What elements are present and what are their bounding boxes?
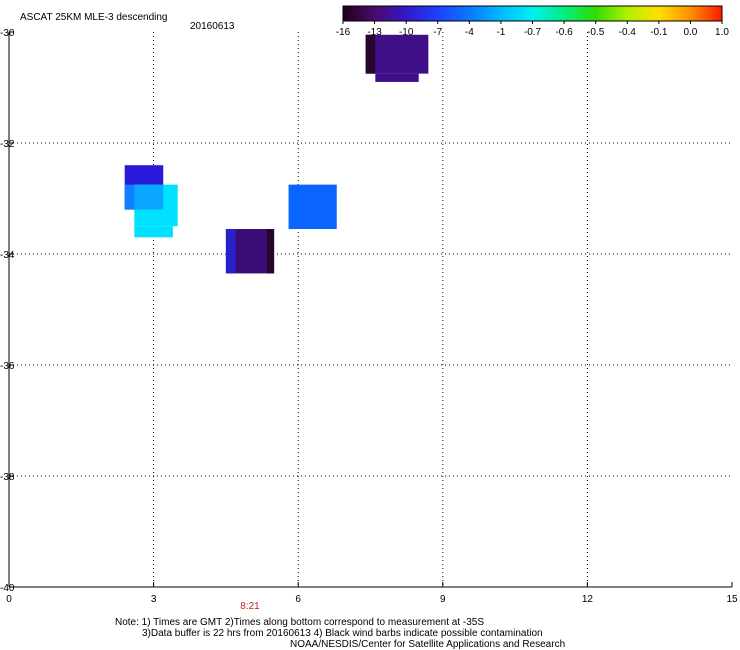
colorbar-label: -0.4	[619, 27, 637, 38]
y-axis-ticks: -30 -32 -34 -36 -38 -40	[0, 28, 15, 594]
data-cell	[365, 34, 376, 74]
colorbar-label: -7	[433, 27, 442, 38]
data-cell	[225, 229, 236, 274]
time-label: 8:21	[240, 601, 260, 612]
x-tick-label: 0	[6, 594, 12, 605]
data-cell	[124, 184, 135, 210]
colorbar-label: -4	[465, 27, 474, 38]
data-cell	[134, 184, 164, 210]
colorbar-label: -0.7	[524, 27, 542, 38]
colorbar: -16 -13 -10 -7 -4 -1 -0.7 -0.6 -0.5 -0.4 -0.1 0.0 1.…	[336, 5, 729, 38]
y-tick-label: -40	[0, 583, 15, 594]
x-tick-label: 15	[726, 594, 738, 605]
plot-frame	[8, 32, 732, 588]
colorbar-label: -0.6	[555, 27, 573, 38]
x-tick-label: 12	[582, 594, 594, 605]
colorbar-label: -1	[496, 27, 505, 38]
colorbar-label: 0.0	[683, 27, 697, 38]
colorbar-label: 1.0	[715, 27, 729, 38]
y-tick-label: -34	[0, 250, 15, 261]
colorbar-label: -10	[399, 27, 414, 38]
y-tick-label: -30	[0, 28, 15, 39]
data-cell	[134, 226, 173, 238]
note-line-2: 3)Data buffer is 22 hrs from 20160613 4)…	[142, 628, 543, 639]
wind-cells	[124, 34, 429, 274]
colorbar-gradient	[342, 5, 723, 22]
chart-date: 20160613	[190, 21, 235, 32]
y-tick-label: -36	[0, 361, 15, 372]
x-tick-label: 3	[151, 594, 157, 605]
colorbar-label: -0.5	[587, 27, 605, 38]
data-cell	[288, 184, 337, 230]
colorbar-label: -0.1	[650, 27, 668, 38]
x-tick-label: 9	[440, 594, 446, 605]
note-line-1: Note: 1) Times are GMT 2)Times along bot…	[115, 617, 484, 628]
data-cell	[266, 229, 275, 274]
colorbar-label: -16	[336, 27, 351, 38]
y-tick-label: -32	[0, 139, 15, 150]
x-tick-label: 6	[295, 594, 301, 605]
note-line-3: NOAA/NESDIS/Center for Satellite Applica…	[290, 639, 565, 650]
chart-title: ASCAT 25KM MLE-3 descending	[20, 12, 167, 23]
x-axis-ticks: 0 3 6 9 12 15	[6, 582, 738, 605]
colorbar-label: -13	[367, 27, 382, 38]
plot-grid	[9, 32, 732, 587]
data-cell	[375, 73, 419, 82]
y-tick-label: -38	[0, 472, 15, 483]
data-cell	[365, 34, 429, 74]
